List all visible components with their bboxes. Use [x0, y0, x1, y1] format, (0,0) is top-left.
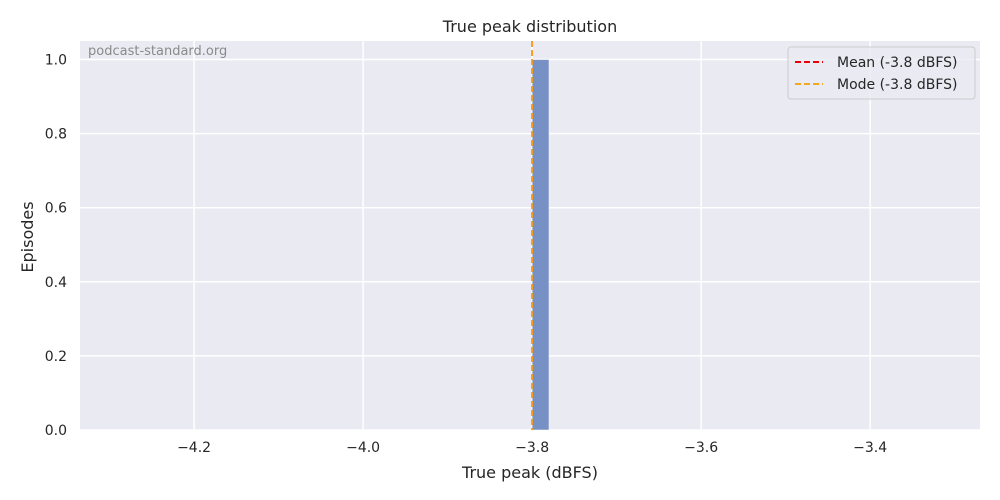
legend: Mean (-3.8 dBFS) Mode (-3.8 dBFS)	[787, 46, 976, 100]
x-tick-label: −4.2	[177, 440, 211, 456]
y-tick-label: 0.2	[45, 349, 67, 365]
legend-mean-label: Mean (-3.8 dBFS)	[837, 55, 957, 71]
y-tick-label: 0.4	[45, 275, 67, 291]
y-axis-label: Episodes	[18, 201, 37, 272]
y-tick-label: 0.8	[45, 127, 67, 143]
y-tick-label: 0.0	[45, 423, 67, 439]
y-tick-label: 1.0	[45, 53, 67, 69]
histogram-bar	[531, 59, 550, 431]
x-axis-label: True peak (dBFS)	[461, 463, 598, 482]
x-tick-label: −4.0	[346, 440, 380, 456]
legend-box	[787, 46, 976, 100]
x-tick-label: −3.4	[853, 440, 887, 456]
x-tick-label: −3.6	[684, 440, 718, 456]
tick-labels: −4.2 −4.0 −3.8 −3.6 −3.4 0.0 0.2 0.4 0.6 0.8 1.0	[45, 53, 887, 456]
legend-mode-label: Mode (-3.8 dBFS)	[837, 77, 957, 93]
chart-title: True peak distribution	[442, 17, 617, 36]
x-tick-label: −3.8	[515, 440, 549, 456]
y-tick-label: 0.6	[45, 201, 67, 217]
watermark-text: podcast-standard.org	[88, 44, 227, 59]
plot-background	[80, 41, 980, 430]
histogram-bars	[531, 59, 550, 431]
